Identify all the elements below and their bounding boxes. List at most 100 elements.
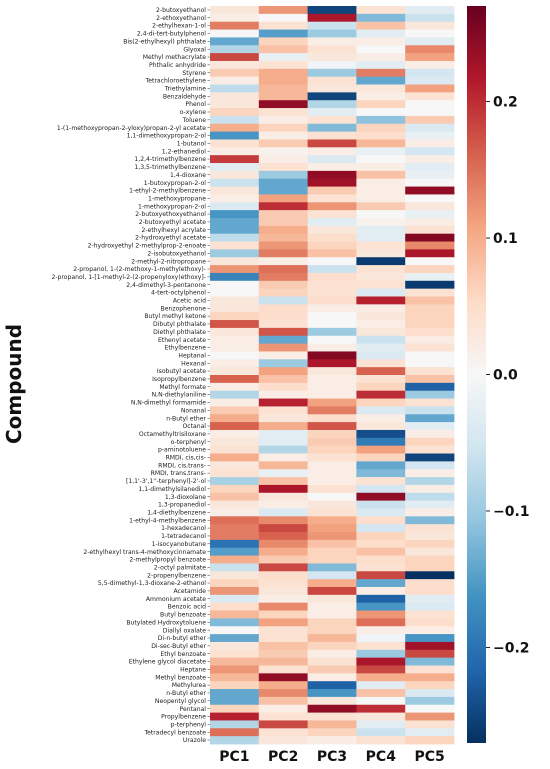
row-label: 2-isobutoxyethanol xyxy=(147,250,206,257)
heatmap-cell xyxy=(210,602,260,611)
heatmap-cell xyxy=(405,665,455,674)
heatmap-cell xyxy=(405,241,455,250)
heatmap-cell xyxy=(258,272,308,282)
heatmap-cell xyxy=(356,492,406,502)
heatmap-cell xyxy=(405,6,455,15)
heatmap-cell xyxy=(356,736,406,745)
heatmap-cell xyxy=(356,76,406,85)
heatmap-cell xyxy=(405,108,455,117)
heatmap-cell xyxy=(356,139,406,148)
heatmap-cell xyxy=(307,422,357,431)
heatmap-cell xyxy=(307,586,357,596)
heatmap-cell xyxy=(307,29,357,38)
row-label: Octamethyltrisiloxane xyxy=(139,431,206,438)
heatmap-cell xyxy=(405,539,455,549)
heatmap-cell xyxy=(307,108,357,117)
heatmap-cell xyxy=(307,539,357,549)
heatmap-cell xyxy=(307,13,357,23)
heatmap-cell xyxy=(356,626,406,635)
heatmap-cell xyxy=(258,704,308,713)
row-label: 2-butoxyethyl acetate xyxy=(139,219,207,226)
heatmap-cell xyxy=(210,351,260,360)
heatmap-cell xyxy=(210,508,260,517)
heatmap-cell xyxy=(356,539,406,549)
heatmap-cell xyxy=(356,6,406,15)
row-label: n-Butyl ether xyxy=(166,690,206,697)
colorbar-ticks: 0.2 0.1 0.0 −0.1 −0.2 xyxy=(486,95,530,656)
row-label: Di-n-butyl ether xyxy=(158,635,207,642)
heatmap-cell xyxy=(356,296,406,305)
heatmap-cell xyxy=(307,728,357,737)
heatmap-cell xyxy=(405,139,455,148)
heatmap-cell xyxy=(210,579,260,588)
heatmap-cell xyxy=(210,437,260,447)
heatmap-cell xyxy=(307,689,357,698)
heatmap-cell xyxy=(258,335,308,344)
heatmap-cell xyxy=(405,265,455,274)
heatmap-cell xyxy=(307,304,357,313)
heatmap-cell xyxy=(210,469,260,478)
heatmap-cell xyxy=(405,100,455,109)
heatmap-cell xyxy=(258,524,308,533)
heatmap-cell xyxy=(405,586,455,596)
row-labels: 2-butoxyethanol2-ethoxyethanol2-ethylhex… xyxy=(51,7,206,744)
heatmap-cell xyxy=(307,296,357,305)
row-label: 2-octyl palmitate xyxy=(154,564,206,571)
heatmap-cell xyxy=(356,634,406,643)
row-label: Butylated Hydroxytoluene xyxy=(126,619,206,626)
row-label: 2,4-dimethyl-3-pentanone xyxy=(126,282,206,289)
heatmap-cell xyxy=(258,163,308,172)
heatmap-cell xyxy=(356,555,406,564)
row-label: Methyl formate xyxy=(159,384,206,391)
heatmap-cell xyxy=(405,382,455,392)
row-label: Benzoic acid xyxy=(168,604,206,611)
heatmap-cell xyxy=(356,233,406,242)
row-label: RMDI, cis,cis- xyxy=(166,455,206,462)
heatmap-cell xyxy=(405,92,455,101)
heatmap-cell xyxy=(356,367,406,376)
row-label: 1-ethyl-4-methylbenzene xyxy=(129,517,206,524)
heatmap-cell xyxy=(307,155,357,164)
heatmap-cell xyxy=(405,13,455,23)
heatmap-cell xyxy=(356,155,406,164)
heatmap-cell xyxy=(258,296,308,305)
heatmap-cell xyxy=(356,37,406,46)
heatmap-cell xyxy=(356,649,406,659)
row-label: 1,3,5-trimethylbenzene xyxy=(134,164,206,171)
heatmap-cell xyxy=(210,123,260,133)
heatmap-cell xyxy=(210,736,260,745)
heatmap-cell xyxy=(405,579,455,588)
heatmap-cell xyxy=(405,68,455,78)
heatmap-cell xyxy=(405,343,455,352)
row-ticks xyxy=(207,9,210,741)
heatmap-cell xyxy=(307,100,357,109)
heatmap-cell xyxy=(307,170,357,180)
heatmap-cell xyxy=(307,484,357,494)
heatmap-cell xyxy=(307,500,357,509)
heatmap-cell xyxy=(405,728,455,737)
heatmap-cell xyxy=(210,532,260,541)
row-label: 1,3-propanediol xyxy=(158,502,206,509)
row-label: Urazole xyxy=(183,737,206,744)
heatmap-cell xyxy=(210,414,260,423)
heatmap-cell xyxy=(405,304,455,313)
heatmap-cell xyxy=(210,720,260,729)
heatmap-cell xyxy=(210,217,260,227)
heatmap-cell xyxy=(405,406,455,415)
heatmap-cell xyxy=(356,53,406,62)
heatmap-cell xyxy=(356,516,406,525)
heatmap-cell xyxy=(405,272,455,282)
heatmap-cell xyxy=(210,178,260,187)
heatmap-cell xyxy=(210,390,260,399)
row-label: Isopropylbenzene xyxy=(152,376,206,383)
row-label: 2-propenylbenzene xyxy=(147,572,206,579)
heatmap-cell xyxy=(307,53,357,62)
heatmap-cell xyxy=(356,665,406,674)
heatmap-cell xyxy=(258,280,308,290)
heatmap-cell xyxy=(307,477,357,486)
heatmap-cell xyxy=(356,571,406,580)
heatmap-cell xyxy=(258,461,308,470)
row-label: Butyl benzoate xyxy=(160,612,206,619)
row-label: Pentanal xyxy=(180,706,207,713)
row-label: 5,5-dimethyl-1,3-dioxane-2-ethanol xyxy=(98,580,206,587)
